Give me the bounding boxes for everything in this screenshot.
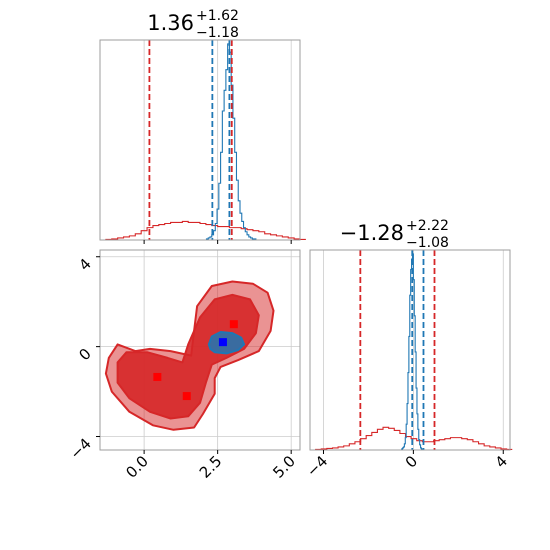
xy-contour-xtick-label-1: 2.5 bbox=[196, 452, 226, 482]
xy-contour-frame bbox=[99, 249, 301, 451]
y-histogram-title-value: −1.28 bbox=[340, 221, 404, 245]
x-histogram-title-upper: +1.62 bbox=[196, 8, 239, 24]
xy-contour-ytick-label-1: 0 bbox=[75, 345, 94, 364]
x-histogram-title: 1.36 +1.62−1.18 bbox=[147, 8, 239, 41]
x-histogram-title-lower: −1.18 bbox=[196, 25, 239, 41]
y-histogram-title-upper: +2.22 bbox=[406, 218, 449, 234]
xy-contour-xtick-label-2: 5.0 bbox=[269, 452, 299, 482]
y-histogram-title: −1.28 +2.22−1.08 bbox=[340, 218, 449, 251]
xy-contour-marker-0 bbox=[229, 320, 238, 329]
xy-contour-ytick-label-2: −4 bbox=[66, 435, 94, 463]
x-histogram-series-0 bbox=[100, 220, 306, 241]
x-histogram-frame bbox=[99, 39, 301, 241]
xy-contour-marker-2 bbox=[182, 392, 191, 401]
xy-contour-red-inner bbox=[116, 293, 260, 420]
xy-contour-xtick-label-0: 0.0 bbox=[122, 452, 152, 482]
y-histogram-tick-label-1: 0 bbox=[402, 452, 421, 471]
y-histogram-series-0 bbox=[310, 426, 513, 451]
x-histogram-title-value: 1.36 bbox=[147, 11, 194, 35]
y-histogram-tick-label-0: −4 bbox=[303, 452, 331, 480]
y-histogram-tick-label-2: 4 bbox=[492, 452, 511, 471]
xy-contour-marker-3 bbox=[218, 338, 227, 347]
y-histogram-title-lower: −1.08 bbox=[406, 235, 449, 251]
y-histogram-frame bbox=[309, 249, 511, 451]
xy-contour-marker-1 bbox=[153, 372, 162, 381]
xy-contour-ytick-label-0: 4 bbox=[75, 255, 94, 274]
